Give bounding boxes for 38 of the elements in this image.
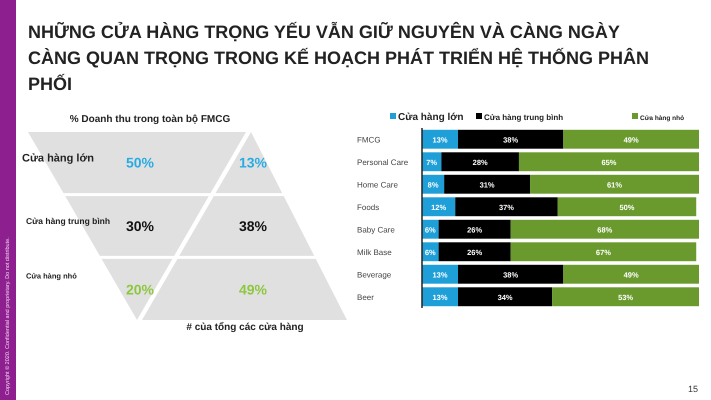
text: # của tổng các cửa hàng	[186, 321, 304, 333]
y-tick-label: Personal Care	[357, 158, 409, 167]
data-label: 49%	[238, 281, 268, 298]
y-tick-label: FMCG	[357, 135, 381, 144]
bar	[438, 242, 511, 262]
y-tick-label: Beverage	[357, 270, 392, 280]
y-tick-label: Foods	[357, 202, 380, 212]
bar	[510, 220, 699, 239]
bar	[441, 152, 519, 172]
y-tick-label: Milk Base	[357, 248, 392, 257]
y-tick-label: Baby Care	[357, 225, 396, 234]
y-tick-label: Beer	[357, 292, 374, 302]
legend-label: Cửa hàng lớn	[398, 112, 464, 123]
bar	[552, 287, 699, 306]
text: % Doanh thu trong toàn bộ FMCG	[70, 114, 230, 125]
data-label: 30%	[126, 218, 155, 234]
bar	[563, 264, 699, 284]
data-label: 38%	[238, 218, 268, 234]
category-label: Cửa hàng trung bình	[26, 216, 110, 226]
bar	[458, 287, 552, 306]
bar	[455, 197, 558, 216]
bar	[438, 220, 511, 239]
y-tick-label: Home Care	[357, 180, 398, 190]
bar	[458, 264, 564, 284]
text: 15	[688, 384, 698, 394]
bar	[530, 174, 699, 194]
bar	[510, 242, 696, 262]
bar	[458, 130, 564, 149]
category-label: Cửa hàng lớn	[22, 152, 94, 164]
bar	[558, 197, 696, 216]
data-label: 50%	[126, 154, 155, 171]
bar	[563, 130, 699, 149]
data-label: 13%	[238, 154, 268, 171]
bar	[518, 152, 699, 172]
legend-label: Cửa hàng trung bình	[484, 113, 564, 122]
text: NHỮNG CỬA HÀNG TRỌNG YẾU VẪN GIỮ NGUYÊN VÀ CÀNG NGÀY CÀNG QUAN TRỌNG TRONG KẾ HOẠCH PHÁT TRIỂN HỆ THỐNG PHÂN PHỐI	[28, 21, 649, 94]
bar	[444, 174, 530, 194]
data-label: 20%	[126, 281, 155, 298]
